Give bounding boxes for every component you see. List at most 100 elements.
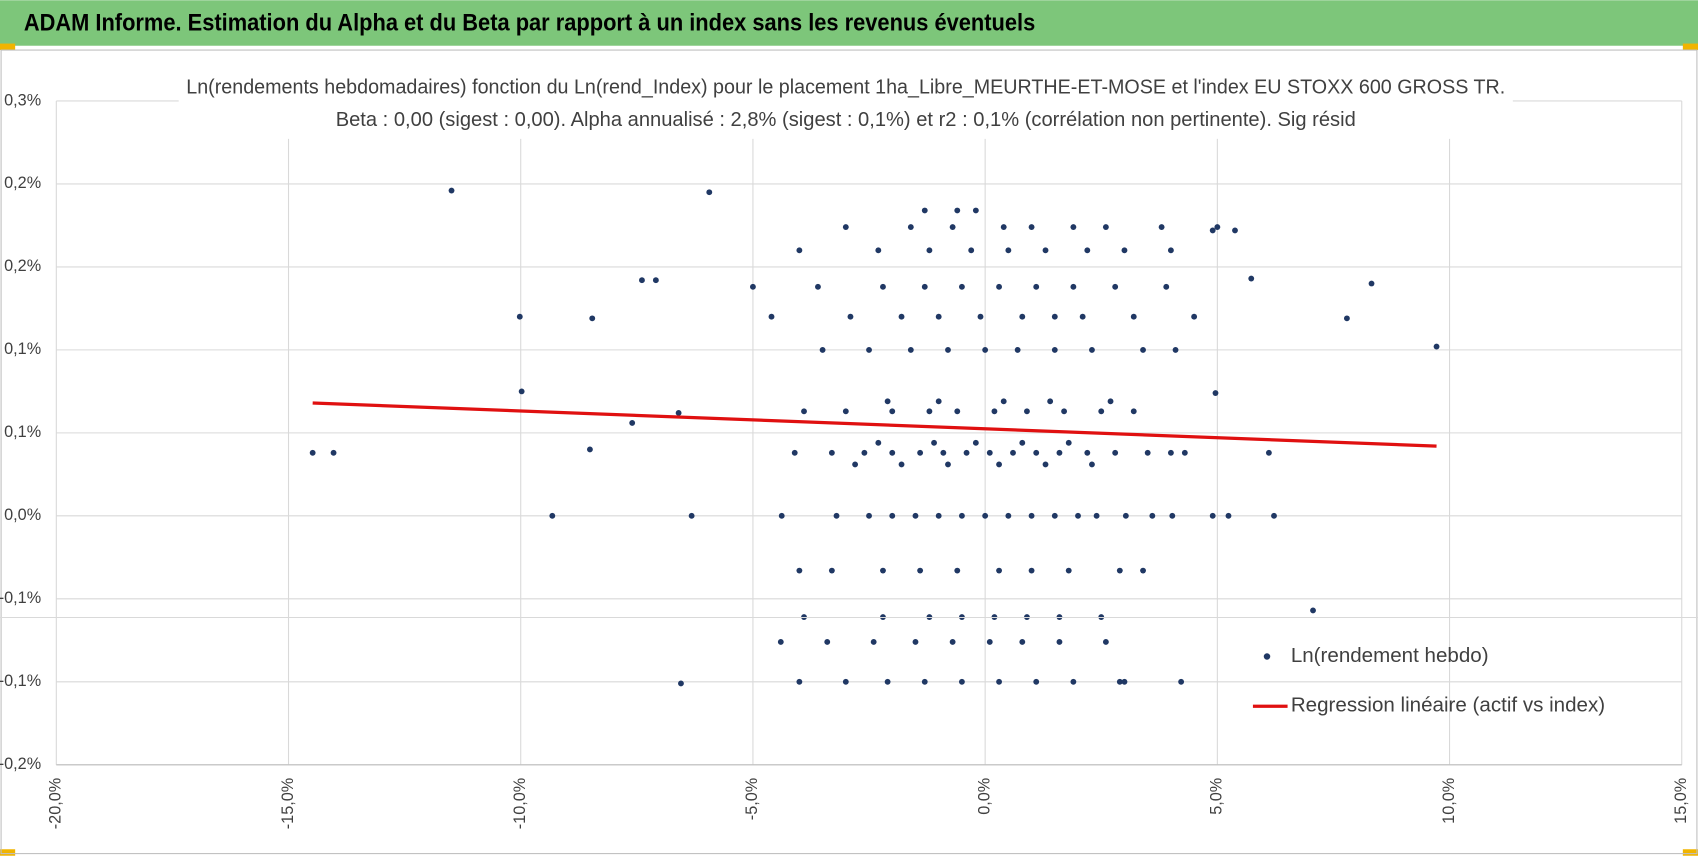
point xyxy=(824,639,831,645)
point xyxy=(1121,678,1128,685)
point xyxy=(861,449,868,456)
point xyxy=(1079,313,1086,320)
point xyxy=(1158,224,1165,231)
point xyxy=(1116,678,1123,685)
point xyxy=(1178,678,1185,685)
point xyxy=(309,449,316,456)
point xyxy=(1271,512,1277,519)
point xyxy=(889,512,896,519)
point xyxy=(991,408,998,415)
point xyxy=(1028,224,1035,231)
point xyxy=(1167,449,1174,456)
point xyxy=(954,567,961,574)
point xyxy=(1112,449,1119,456)
point xyxy=(986,639,993,645)
y-tick-label: -0,2% xyxy=(0,755,41,773)
point xyxy=(958,283,965,290)
point xyxy=(1172,346,1179,353)
point xyxy=(1169,512,1176,519)
point xyxy=(1065,439,1072,446)
point xyxy=(1056,639,1063,645)
point xyxy=(949,224,956,231)
point xyxy=(586,446,593,453)
point xyxy=(1047,398,1054,405)
point xyxy=(516,313,523,320)
point xyxy=(875,247,882,254)
y-tick-label: 0,2% xyxy=(4,257,41,275)
header-bar xyxy=(0,0,1698,46)
point xyxy=(977,313,984,320)
x-tick-label: 0,0% xyxy=(975,778,993,815)
point xyxy=(828,567,835,574)
point xyxy=(972,207,979,214)
corner-handle xyxy=(1682,849,1698,856)
corner-handle xyxy=(1682,43,1698,51)
point xyxy=(819,346,826,353)
point xyxy=(518,388,525,395)
plot: 0,3%0,2%0,2%0,1%0,1%0,0%-0,1%-0,1%-0,2%-… xyxy=(0,91,1690,829)
point xyxy=(777,639,784,645)
y-tick-label: -0,1% xyxy=(0,672,41,690)
point xyxy=(1093,512,1100,519)
point xyxy=(847,313,854,320)
point xyxy=(1191,313,1198,320)
point xyxy=(931,439,937,446)
point xyxy=(1102,224,1109,231)
point xyxy=(652,277,659,284)
point xyxy=(1019,313,1026,320)
point xyxy=(330,449,337,456)
x-tick-label: -5,0% xyxy=(743,778,761,820)
point xyxy=(880,283,886,290)
point xyxy=(842,224,849,231)
point xyxy=(986,449,993,456)
point xyxy=(1265,449,1272,456)
point xyxy=(1042,461,1049,468)
point xyxy=(958,678,965,685)
point xyxy=(917,449,924,456)
point xyxy=(926,408,933,415)
y-tick-label: 0,3% xyxy=(4,91,41,109)
point xyxy=(706,189,713,196)
point xyxy=(912,512,919,519)
point xyxy=(842,678,849,685)
point xyxy=(907,224,914,231)
point xyxy=(1061,408,1068,415)
point xyxy=(945,346,951,353)
point xyxy=(589,315,596,322)
point xyxy=(768,313,775,320)
y-tick-label: 0,0% xyxy=(4,506,41,524)
point xyxy=(1084,449,1091,456)
point xyxy=(1042,247,1049,254)
point xyxy=(912,639,919,645)
point xyxy=(750,283,756,290)
corner-handle xyxy=(0,849,16,856)
point xyxy=(972,439,979,446)
point xyxy=(1014,346,1021,353)
point xyxy=(935,398,942,405)
point xyxy=(954,207,961,214)
y-tick-label: -0,1% xyxy=(0,589,41,607)
point xyxy=(935,512,942,519)
chart-title: Ln(rendements hebdomadaires) fonction du… xyxy=(186,75,1505,98)
x-tick-label: -15,0% xyxy=(279,778,297,829)
point xyxy=(996,678,1002,685)
point xyxy=(1033,678,1040,685)
point xyxy=(1084,247,1091,254)
point xyxy=(1232,227,1238,234)
point xyxy=(1209,512,1216,519)
point xyxy=(1140,567,1146,574)
point xyxy=(1070,678,1077,685)
point xyxy=(996,567,1002,574)
point xyxy=(866,346,872,353)
point xyxy=(889,408,896,415)
point xyxy=(1051,313,1058,320)
point xyxy=(898,313,905,320)
point xyxy=(982,346,989,353)
point xyxy=(778,512,785,519)
point xyxy=(1005,247,1012,254)
point xyxy=(907,346,914,353)
point xyxy=(958,512,965,519)
point xyxy=(982,512,989,519)
point xyxy=(1102,639,1109,645)
